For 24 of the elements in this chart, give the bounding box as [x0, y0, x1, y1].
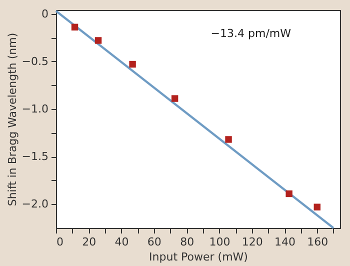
y-tick-label: −0.5 — [22, 54, 48, 68]
y-tick-label: −1.5 — [22, 150, 48, 164]
point — [171, 95, 178, 102]
x-tick-label: 100 — [209, 236, 230, 248]
x-tick-label: 80 — [180, 236, 194, 248]
x-tick-label: 0 — [56, 236, 64, 248]
y-tick-label: −2.0 — [22, 198, 48, 211]
x-tick-label: 20 — [82, 236, 96, 248]
y-axis-title: Shift in Bragg Wavelength (nm) — [6, 32, 19, 206]
annotation: −13.4 pm/mW — [210, 27, 292, 40]
point — [314, 204, 321, 210]
point — [286, 190, 292, 198]
x-tick-label: 40 — [114, 236, 129, 248]
x-tick-label: 140 — [274, 236, 296, 248]
x-tick-label: 120 — [242, 236, 263, 248]
point — [71, 24, 78, 30]
x-tick-label: 160 — [307, 236, 328, 248]
x-tick-label: 60 — [147, 236, 162, 248]
x-axis-title: Input Power (mW) — [149, 250, 248, 264]
y-tick-label: 0 — [42, 7, 48, 20]
point — [94, 37, 102, 44]
y-tick-label: −1.0 — [22, 102, 48, 116]
point — [129, 60, 136, 68]
point — [225, 136, 232, 143]
